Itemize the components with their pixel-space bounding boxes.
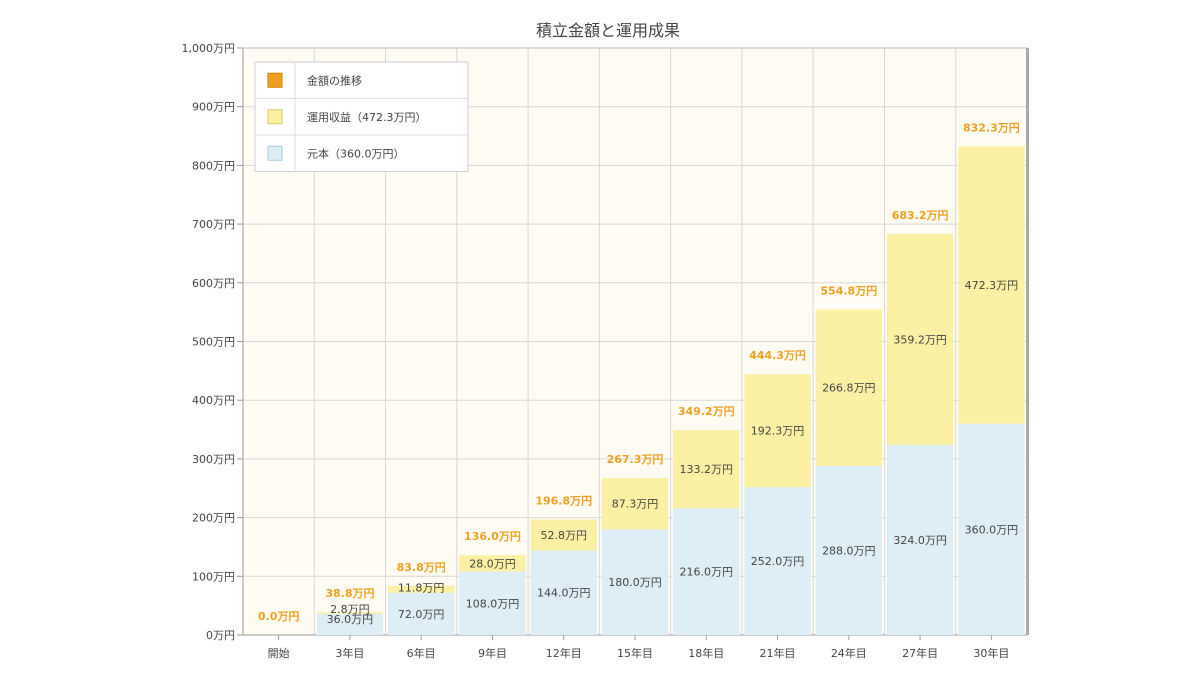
- bar-returns: [601, 478, 669, 530]
- bar-principal: [316, 613, 384, 635]
- bar-label-returns: 87.3万円: [612, 498, 659, 511]
- x-tick-label: 12年目: [546, 646, 582, 660]
- bar-label-returns: 11.8万円: [398, 582, 445, 595]
- bar-label-returns: 359.2万円: [893, 333, 947, 346]
- bar-label-returns: 28.0万円: [469, 557, 516, 570]
- total-label: 683.2万円: [892, 209, 949, 222]
- legend-label: 運用収益（472.3万円）: [307, 110, 427, 124]
- x-tick-label: 15年目: [617, 646, 653, 660]
- x-tick-label: 3年目: [335, 646, 364, 660]
- total-label: 136.0万円: [464, 530, 521, 543]
- bar-principal: [886, 444, 954, 635]
- y-tick-label: 400万円: [192, 394, 235, 407]
- total-label: 444.3万円: [749, 349, 806, 362]
- legend-label: 金額の推移: [307, 73, 362, 87]
- legend-swatch: [267, 72, 283, 88]
- bar-label-principal: 144.0万円: [537, 587, 591, 600]
- x-tick-label: 27年目: [902, 646, 938, 660]
- y-tick-label: 200万円: [192, 512, 235, 525]
- legend-label: 元本（360.0万円）: [307, 146, 405, 160]
- total-label: 83.8万円: [397, 561, 446, 574]
- bar-label-principal: 252.0万円: [751, 555, 805, 568]
- y-tick-label: 800万円: [192, 159, 235, 172]
- legend-box: [254, 61, 469, 172]
- bar-label-principal: 180.0万円: [608, 576, 662, 589]
- bar-returns: [958, 146, 1025, 424]
- total-label: 349.2万円: [678, 405, 735, 418]
- bar-label-principal: 288.0万円: [822, 544, 876, 557]
- y-tick-label: 900万円: [192, 101, 235, 114]
- plot-area: 0万円 100万円 200万円 300万円 400万円 500万円 600万円 700万円 80…: [182, 42, 1029, 660]
- chart-title: 積立金額と運用成果: [536, 21, 680, 40]
- x-tick-label: 9年目: [478, 646, 507, 660]
- bar-principal: [388, 592, 455, 635]
- bar-returns: [886, 233, 954, 445]
- x-tick-label: 開始: [268, 646, 290, 660]
- bar-returns: [459, 555, 526, 572]
- legend-swatch: [267, 109, 283, 125]
- bar-returns: [530, 519, 597, 551]
- x-tick-label: 18年目: [688, 646, 724, 660]
- total-label: 196.8万円: [535, 494, 592, 507]
- x-tick-label: 24年目: [831, 646, 867, 660]
- total-label: 267.3万円: [607, 453, 664, 466]
- total-label: 554.8万円: [820, 284, 877, 297]
- bar-principal: [601, 529, 669, 635]
- total-label: 38.8万円: [325, 587, 374, 600]
- y-tick-label: 500万円: [192, 336, 235, 349]
- bar-principal: [744, 487, 811, 635]
- bar-label-principal: 36.0万円: [327, 613, 374, 626]
- y-tick-label: 300万円: [192, 453, 235, 466]
- bar-label-returns: 2.8万円: [330, 603, 370, 616]
- y-tick-label: 700万円: [192, 218, 235, 231]
- x-tick-label: 30年目: [973, 646, 1009, 660]
- bar-label-returns: 192.3万円: [751, 425, 805, 438]
- bar-label-principal: 360.0万円: [965, 523, 1019, 536]
- x-tick-label: 6年目: [407, 646, 436, 660]
- bar-returns: [744, 374, 811, 488]
- bar-label-principal: 216.0万円: [680, 566, 734, 579]
- bar-label-principal: 324.0万円: [893, 534, 947, 547]
- bar-label-returns: 133.2万円: [680, 463, 734, 476]
- bar-returns: [388, 585, 455, 593]
- plot-border-right: [1026, 48, 1029, 635]
- total-label: 0.0万円: [258, 610, 300, 623]
- y-tick-label: 0万円: [206, 629, 235, 642]
- x-tick-label: 21年目: [760, 646, 796, 660]
- y-tick-label: 600万円: [192, 277, 235, 290]
- bar-principal: [530, 550, 597, 635]
- bar-returns: [673, 430, 740, 509]
- total-label: 832.3万円: [963, 121, 1020, 134]
- y-tick-label: 1,000万円: [182, 42, 236, 55]
- bar-label-returns: 472.3万円: [965, 279, 1019, 292]
- bar-returns: [316, 612, 384, 614]
- bar-returns: [815, 309, 882, 466]
- bar-principal: [958, 423, 1025, 635]
- bar-label-returns: 52.8万円: [540, 529, 587, 542]
- bar-principal: [673, 508, 740, 635]
- legend-swatch: [267, 145, 283, 161]
- bar-label-principal: 108.0万円: [466, 597, 520, 610]
- bar-principal: [815, 465, 882, 635]
- bar-label-principal: 72.0万円: [398, 608, 445, 621]
- bar-label-returns: 266.8万円: [822, 382, 876, 395]
- bar-principal: [459, 571, 526, 635]
- y-tick-label: 100万円: [192, 570, 235, 583]
